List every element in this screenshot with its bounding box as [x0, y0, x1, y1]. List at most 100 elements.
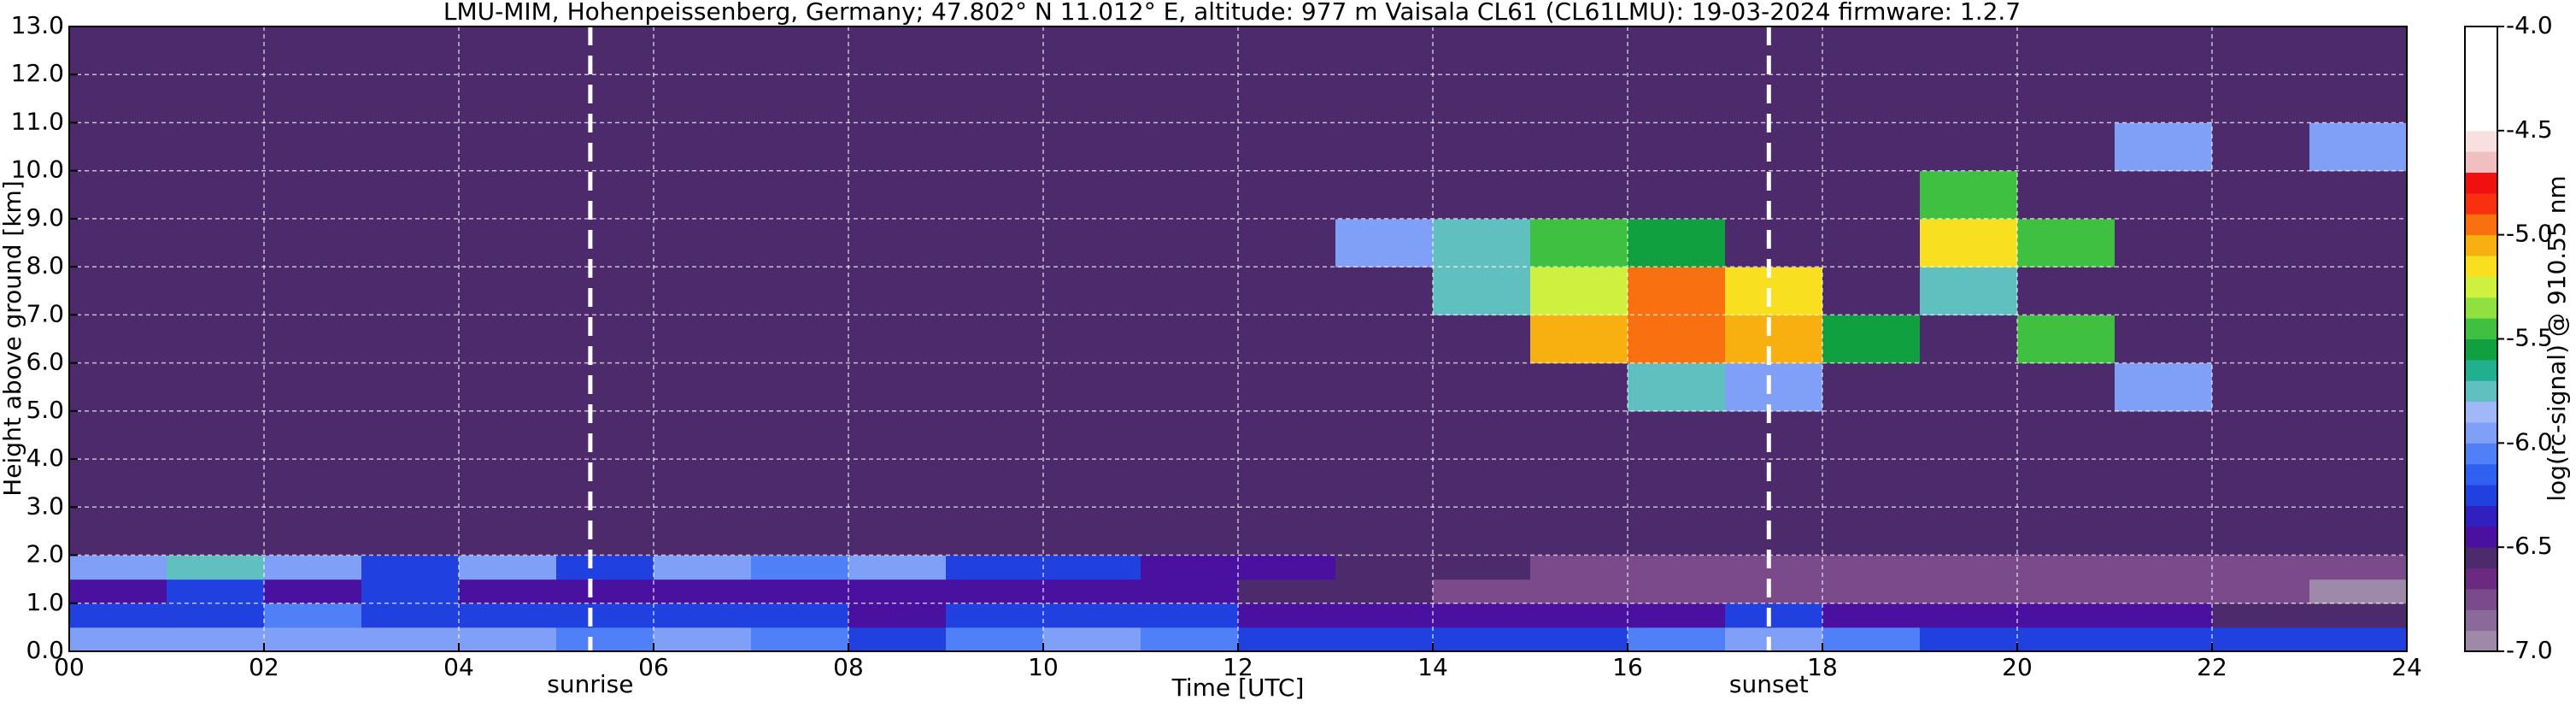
colorbar-tick-label: -6.0 — [2506, 427, 2553, 456]
colorbar-band — [2465, 609, 2497, 632]
heatmap-cell — [1920, 627, 2018, 652]
colorbar-band — [2465, 297, 2497, 319]
heatmap-cell — [1433, 218, 1531, 268]
heatmap-cell — [167, 410, 265, 460]
colorbar-band — [2465, 380, 2497, 403]
heatmap-cell — [1141, 603, 1239, 628]
x-tick-label: 12 — [1223, 653, 1253, 681]
heatmap-cell — [654, 579, 752, 604]
heatmap-cell — [2017, 362, 2115, 412]
colorbar-band — [2465, 109, 2497, 132]
heatmap-cell — [1238, 555, 1336, 580]
heatmap-cell — [2115, 410, 2213, 460]
heatmap-cell — [556, 410, 654, 460]
heatmap-cell — [1238, 218, 1336, 268]
heatmap-cell — [946, 170, 1044, 220]
heatmap-cell — [1238, 507, 1336, 556]
heatmap-cell — [1725, 315, 1823, 364]
heatmap-cell — [1433, 315, 1531, 364]
y-tick-label: 10.0 — [11, 156, 64, 184]
heatmap-cell — [751, 507, 849, 556]
heatmap-cell — [1530, 218, 1628, 268]
heatmap-cell — [946, 459, 1044, 508]
colorbar-band — [2465, 151, 2497, 174]
heatmap-cell — [2309, 170, 2408, 220]
heatmap-cell — [848, 507, 947, 556]
heatmap-cell — [1141, 122, 1239, 172]
heatmap-cell — [1628, 507, 1726, 556]
heatmap-cell — [1433, 362, 1531, 412]
heatmap-cell — [167, 459, 265, 508]
heatmap-cell — [2115, 122, 2213, 172]
heatmap-cell — [1335, 627, 1434, 652]
heatmap-cell — [1530, 267, 1628, 315]
heatmap-cell — [1043, 170, 1141, 220]
heatmap-cell — [1141, 315, 1239, 364]
heatmap-cell — [1238, 267, 1336, 315]
heatmap-cell — [2017, 315, 2115, 364]
heatmap-cell — [1335, 122, 1434, 172]
heatmap-cell — [1530, 507, 1628, 556]
heatmap-cell — [1920, 410, 2018, 460]
colorbar-band — [2465, 89, 2497, 110]
heatmap-cell — [751, 267, 849, 315]
heatmap-cell — [1335, 507, 1434, 556]
x-tick-label: 20 — [2002, 653, 2033, 681]
colorbar-band — [2465, 588, 2497, 610]
heatmap-cell — [2309, 267, 2408, 315]
heatmap-cell — [2115, 267, 2213, 315]
heatmap-cell — [459, 267, 557, 315]
heatmap-cell — [459, 603, 557, 628]
heatmap-cell — [1433, 555, 1531, 580]
heatmap-cell — [848, 315, 947, 364]
colorbar-band — [2465, 318, 2497, 339]
heatmap-cell — [946, 122, 1044, 172]
heatmap-cell — [2212, 267, 2310, 315]
y-tick-label: 13.0 — [11, 11, 64, 39]
heatmap-cell — [1043, 579, 1141, 604]
heatmap-cell — [1043, 122, 1141, 172]
heatmap-cell — [1920, 459, 2018, 508]
heatmap-cell — [1433, 170, 1531, 220]
heatmap-cell — [848, 603, 947, 628]
heatmap-cell — [1141, 459, 1239, 508]
heatmap-cell — [848, 170, 947, 220]
heatmap-cell — [751, 627, 849, 652]
heatmap-cell — [751, 218, 849, 268]
heatmap-cell — [1920, 362, 2018, 412]
heatmap-cell — [1238, 170, 1336, 220]
heatmap-cell — [264, 410, 362, 460]
heatmap-cell — [1433, 579, 1531, 604]
heatmap-cell — [264, 315, 362, 364]
x-tick-label: 08 — [833, 653, 864, 681]
colorbar-tick-label: -4.0 — [2506, 11, 2553, 39]
heatmap-cell — [1433, 603, 1531, 628]
heatmap-cell — [459, 362, 557, 412]
heatmap-cell — [1043, 459, 1141, 508]
heatmap-cell — [1238, 603, 1336, 628]
heatmap-cell — [848, 362, 947, 412]
heatmap-cell — [167, 579, 265, 604]
colorbar-tick-label: -5.5 — [2506, 324, 2553, 352]
heatmap-cell — [1530, 555, 1628, 580]
heatmap-cell — [2212, 410, 2310, 460]
heatmap-cell — [2115, 579, 2213, 604]
heatmap-cell — [751, 603, 849, 628]
heatmap-cell — [654, 603, 752, 628]
y-tick-label: 9.0 — [26, 203, 64, 232]
heatmap-cell — [167, 122, 265, 172]
heatmap-cell — [1433, 627, 1531, 652]
heatmap-cell — [751, 459, 849, 508]
heatmap-cell — [1725, 410, 1823, 460]
heatmap-cell — [69, 122, 167, 172]
heatmap-cell — [1530, 627, 1628, 652]
x-tick-label: 16 — [1612, 653, 1643, 681]
colorbar-band — [2465, 256, 2497, 277]
heatmap-cell — [848, 459, 947, 508]
heatmap-cell — [264, 627, 362, 652]
heatmap-cell — [361, 459, 460, 508]
colorbar-band — [2465, 214, 2497, 236]
heatmap-cell — [2017, 555, 2115, 580]
heatmap-cell — [946, 627, 1044, 652]
